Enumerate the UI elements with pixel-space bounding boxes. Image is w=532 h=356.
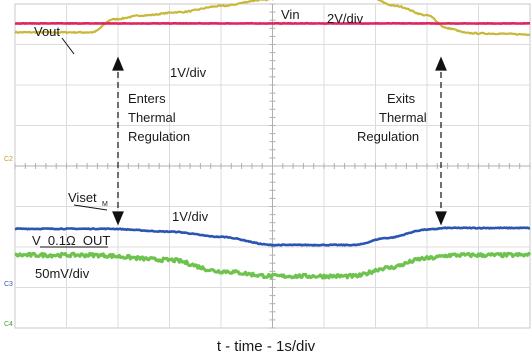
- vout-scale-label: 1V/div: [170, 65, 207, 80]
- viset-subscript: M: [102, 201, 108, 208]
- channel-marker-c2: C2: [4, 156, 13, 163]
- enters-label-line3: Regulation: [128, 129, 190, 144]
- channel-marker-c3: C3: [4, 281, 13, 288]
- trace-vin: [14, 0, 531, 37]
- viset-scale-label: 1V/div: [172, 209, 209, 224]
- viset-label: Viset: [68, 190, 97, 205]
- grid: [14, 3, 531, 329]
- exits-label-line2: Thermal: [379, 110, 427, 125]
- traces: [14, 0, 532, 280]
- vout-label: Vout: [34, 24, 60, 39]
- exits-label-line1: Exits: [387, 91, 416, 106]
- vout-leader: [61, 37, 75, 55]
- trace-viset: [14, 226, 531, 247]
- x-axis-label: t - time - 1s/div: [217, 338, 316, 355]
- vsense-scale-label: 50mV/div: [35, 266, 90, 281]
- trace-v-0-1-out: [14, 251, 532, 280]
- channel-marker-c4: C4: [4, 321, 13, 328]
- exits-arrow: [435, 56, 447, 226]
- enters-arrow: [112, 56, 124, 226]
- viset-leader: [73, 204, 108, 211]
- vsense-label: V_0.1Ω_OUT: [32, 233, 110, 248]
- enters-label-line1: Enters: [128, 91, 166, 106]
- vin-label: Vin: [281, 7, 300, 22]
- enters-label-line2: Thermal: [128, 110, 176, 125]
- exits-label-line3: Regulation: [357, 129, 419, 144]
- vin-scale-label: 2V/div: [327, 11, 364, 26]
